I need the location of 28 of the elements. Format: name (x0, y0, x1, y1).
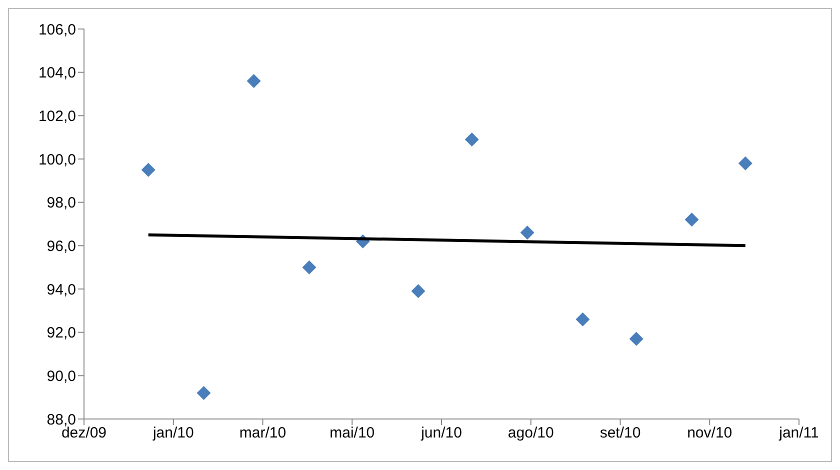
y-tick-label: 92,0 (46, 324, 76, 342)
x-tick-label: jan/11 (778, 424, 819, 442)
x-tick-label: set/10 (600, 424, 641, 442)
y-tick-label: 104,0 (38, 64, 76, 82)
x-tick-label: jan/10 (152, 424, 194, 442)
y-tick-label: 90,0 (46, 368, 76, 385)
point (411, 284, 426, 298)
x-tick-label: jun/10 (420, 424, 462, 442)
x-tick-label: mai/10 (330, 424, 375, 442)
x-tick-label: mar/10 (239, 424, 286, 442)
point (302, 260, 316, 274)
point (629, 332, 644, 346)
point (520, 226, 534, 240)
y-tick-label: 98,0 (46, 194, 76, 212)
y-tick-label: 94,0 (46, 281, 76, 298)
point (141, 162, 156, 177)
x-tick-label: nov/10 (687, 424, 732, 442)
point (464, 132, 479, 146)
point (246, 74, 261, 88)
y-tick-label: 96,0 (46, 238, 76, 255)
y-tick-label: 106,0 (38, 21, 76, 38)
point (576, 312, 590, 326)
point (196, 386, 211, 400)
point (738, 156, 752, 170)
point (684, 212, 699, 227)
x-tick-label: ago/10 (508, 424, 554, 442)
y-tick-label: 102,0 (38, 108, 76, 125)
y-tick-label: 100,0 (38, 151, 76, 168)
